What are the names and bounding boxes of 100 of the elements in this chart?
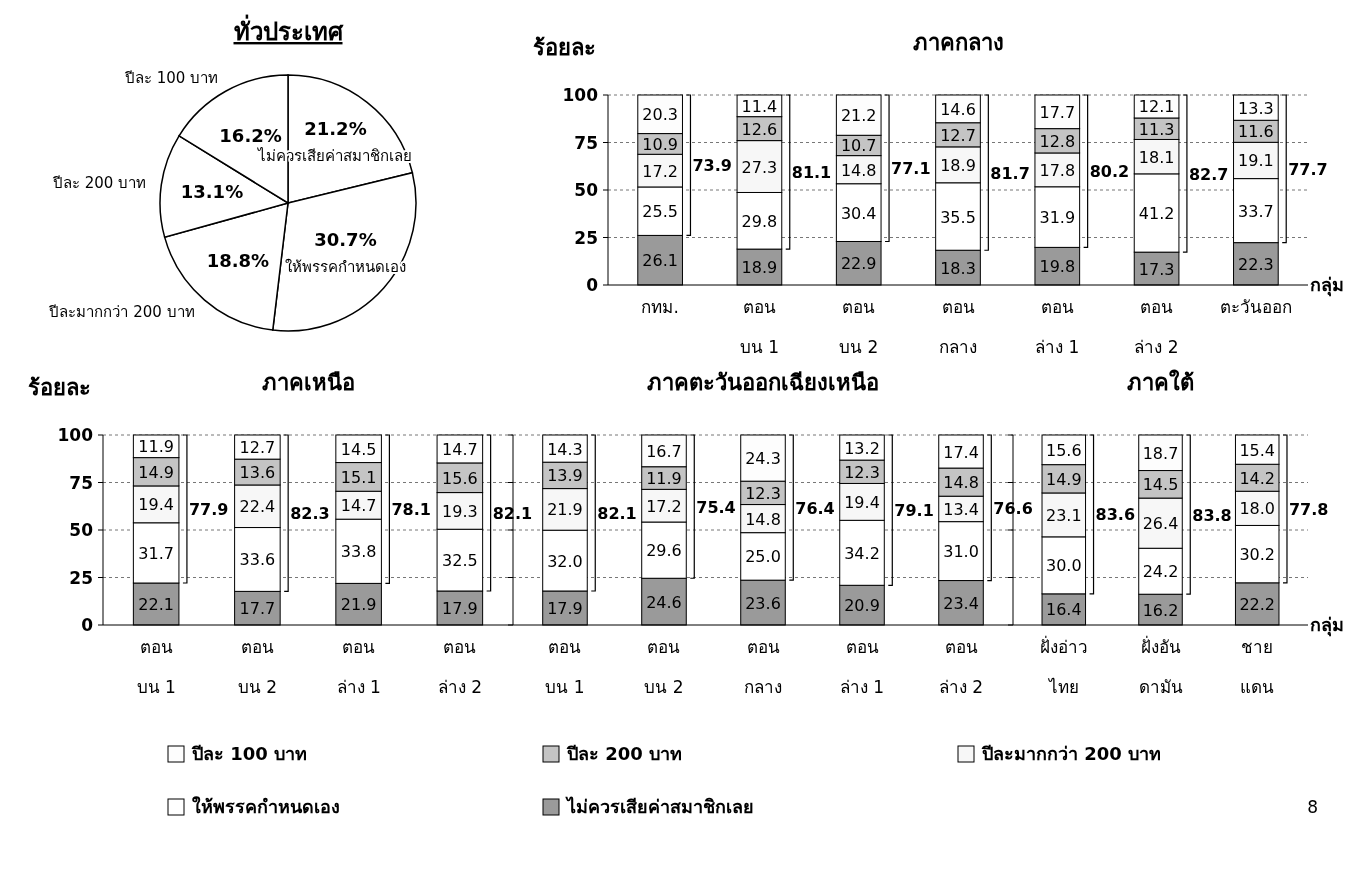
data-label: 18.9 xyxy=(940,155,976,175)
data-label: 25.5 xyxy=(642,202,678,222)
data-label: 26.1 xyxy=(642,251,678,271)
data-label: 23.1 xyxy=(1045,505,1082,525)
data-label: 25.0 xyxy=(745,547,781,567)
chart-title: ทั่วประเทศ xyxy=(233,14,344,46)
annotation: 73.9 xyxy=(692,156,732,176)
data-label: 17.8 xyxy=(1039,160,1076,180)
data-label: 12.8 xyxy=(1039,131,1076,151)
data-label: 14.2 xyxy=(1239,468,1276,488)
annotation: 81.7 xyxy=(990,163,1030,183)
data-label: 12.6 xyxy=(741,119,778,139)
data-label: 11.4 xyxy=(741,96,778,116)
annotation: 77.8 xyxy=(1288,499,1329,519)
data-label: 22.1 xyxy=(138,595,174,615)
data-label: 23.6 xyxy=(745,593,781,613)
data-label: 14.8 xyxy=(745,509,781,529)
data-label: 19.4 xyxy=(138,495,174,515)
data-label: 22.3 xyxy=(1238,254,1274,274)
data-label: 17.7 xyxy=(239,599,276,619)
annotation: 77.9 xyxy=(188,500,229,520)
y-tick-label: 75 xyxy=(574,132,598,153)
data-label: 29.8 xyxy=(741,211,778,231)
data-label: 18.8% xyxy=(206,250,270,272)
data-label: 30.2 xyxy=(1239,545,1276,565)
chart-title: ภาคใต้ xyxy=(1127,369,1194,395)
data-label: 16.4 xyxy=(1045,600,1082,620)
data-label: 16.2% xyxy=(219,124,282,146)
data-label: 15.1 xyxy=(340,467,377,487)
data-label: 33.7 xyxy=(1238,201,1274,221)
x-tick-label: ชาย แดน xyxy=(1240,637,1275,697)
data-label: 14.7 xyxy=(340,496,377,516)
x-tick-label: ตอน บน 1 xyxy=(136,637,176,697)
y-tick-label: 100 xyxy=(57,425,94,445)
data-label: 24.2 xyxy=(1142,562,1179,582)
data-label: 18.7 xyxy=(1142,443,1179,463)
x-tick-label: ตอน ล่าง 2 xyxy=(938,637,984,697)
annotation: 82.1 xyxy=(492,503,533,523)
data-label: 17.2 xyxy=(642,161,678,181)
y-tick-label: 0 xyxy=(81,615,94,635)
data-label: 15.6 xyxy=(1045,440,1082,460)
data-label: 13.2 xyxy=(844,438,880,458)
annotation: 81.1 xyxy=(791,163,832,183)
data-label: 13.6 xyxy=(239,463,276,483)
data-label: 15.4 xyxy=(1239,440,1276,460)
data-label: 30.0 xyxy=(1045,556,1082,576)
x-tick-label: ตอน บน 1 xyxy=(545,637,585,697)
data-label: 22.4 xyxy=(239,497,276,517)
data-label: 18.0 xyxy=(1239,499,1276,519)
data-label: 33.6 xyxy=(239,550,276,570)
data-label: 17.4 xyxy=(943,442,979,462)
data-label: 29.6 xyxy=(646,541,682,561)
data-label: 11.6 xyxy=(1238,122,1274,142)
data-label: 12.3 xyxy=(844,462,880,482)
data-label: 13.9 xyxy=(547,466,583,486)
x-tick-label: ฝั่งอัน ดามัน xyxy=(1138,635,1183,697)
x-tick-label: ตอน ล่าง 1 xyxy=(839,637,885,697)
text: 8 xyxy=(1307,797,1318,817)
data-label: 22.9 xyxy=(840,254,877,274)
data-label: 17.9 xyxy=(442,598,478,618)
data-label: 35.5 xyxy=(940,207,976,227)
annotation: 76.6 xyxy=(993,498,1033,518)
annotation: 78.1 xyxy=(391,500,431,520)
x-tick-label: กทม. xyxy=(641,297,679,317)
data-label: 12.7 xyxy=(940,125,976,145)
y-tick-label: 25 xyxy=(574,227,598,248)
x-axis-title: กลุ่ม xyxy=(1310,274,1344,297)
x-tick-label: ตะวันออก xyxy=(1219,297,1292,317)
data-label: 11.9 xyxy=(138,437,174,457)
data-label: 16.7 xyxy=(646,441,682,461)
data-label: 14.9 xyxy=(138,462,174,482)
data-label: 12.1 xyxy=(1138,97,1175,117)
y-tick-label: 50 xyxy=(69,520,94,540)
data-label: 31.7 xyxy=(138,543,174,563)
y-tick-label: 25 xyxy=(69,567,93,588)
chart-title: ภาคกลาง xyxy=(912,30,1004,55)
annotation: 82.7 xyxy=(1188,164,1229,184)
data-label: 13.1% xyxy=(180,181,244,203)
data-label: 22.2 xyxy=(1239,594,1276,614)
data-label: 10.9 xyxy=(642,134,678,154)
data-label: 13.3 xyxy=(1238,98,1274,118)
data-label: 32.0 xyxy=(547,551,583,571)
data-label: 33.8 xyxy=(340,542,377,562)
data-label: 21.2 xyxy=(840,106,877,126)
data-label: 14.3 xyxy=(547,439,583,459)
chart-title: ภาคตะวันออกเฉียงเหนือ xyxy=(647,370,879,395)
data-label: 12.7 xyxy=(239,438,276,458)
data-label: 41.2 xyxy=(1138,203,1175,223)
x-tick-label: ตอน บน 2 xyxy=(237,637,277,697)
data-label: 21.9 xyxy=(547,500,583,520)
x-tick-label: ตอน บน 1 xyxy=(739,297,780,357)
annotation: 75.4 xyxy=(696,497,736,517)
data-label: 14.9 xyxy=(1045,469,1082,489)
data-label: 20.3 xyxy=(642,105,678,125)
x-tick-label: ตอน ล่าง 1 xyxy=(336,637,381,697)
x-tick-label: ตอน บน 2 xyxy=(839,297,879,357)
data-label: 19.8 xyxy=(1039,257,1076,277)
data-label: 34.2 xyxy=(844,543,880,563)
data-label: 26.4 xyxy=(1142,514,1179,534)
data-label: 21.2% xyxy=(304,117,367,139)
